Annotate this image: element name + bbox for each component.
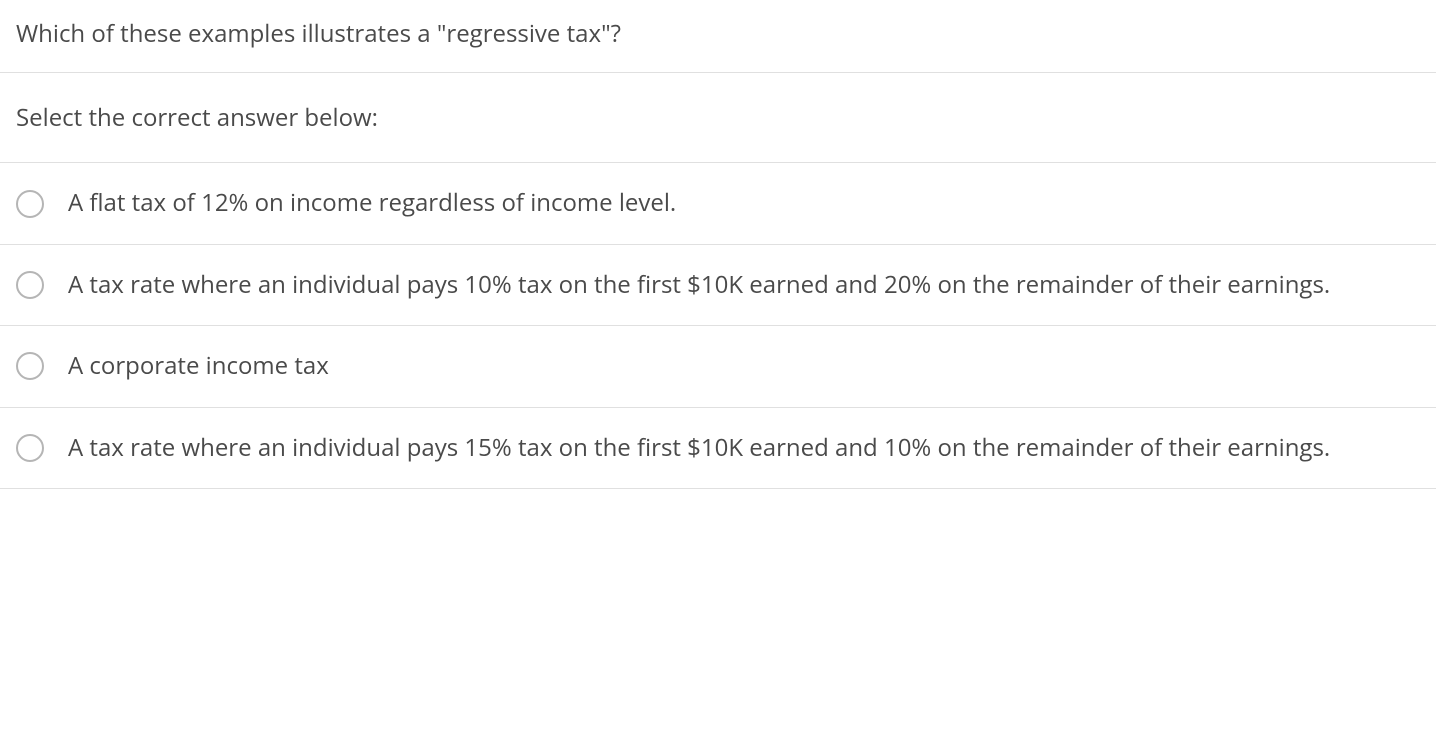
- option-row-3[interactable]: A tax rate where an individual pays 15% …: [0, 408, 1436, 489]
- radio-icon[interactable]: [16, 434, 44, 462]
- option-row-2[interactable]: A corporate income tax: [0, 326, 1436, 407]
- option-row-1[interactable]: A tax rate where an individual pays 10% …: [0, 245, 1436, 326]
- option-label: A corporate income tax: [68, 350, 329, 382]
- radio-icon[interactable]: [16, 190, 44, 218]
- question-text: Which of these examples illustrates a "r…: [0, 0, 1436, 73]
- option-row-0[interactable]: A flat tax of 12% on income regardless o…: [0, 163, 1436, 244]
- radio-icon[interactable]: [16, 271, 44, 299]
- instruction-text: Select the correct answer below:: [0, 73, 1436, 163]
- option-label: A tax rate where an individual pays 15% …: [68, 432, 1330, 464]
- radio-icon[interactable]: [16, 352, 44, 380]
- option-label: A tax rate where an individual pays 10% …: [68, 269, 1330, 301]
- option-label: A flat tax of 12% on income regardless o…: [68, 187, 676, 219]
